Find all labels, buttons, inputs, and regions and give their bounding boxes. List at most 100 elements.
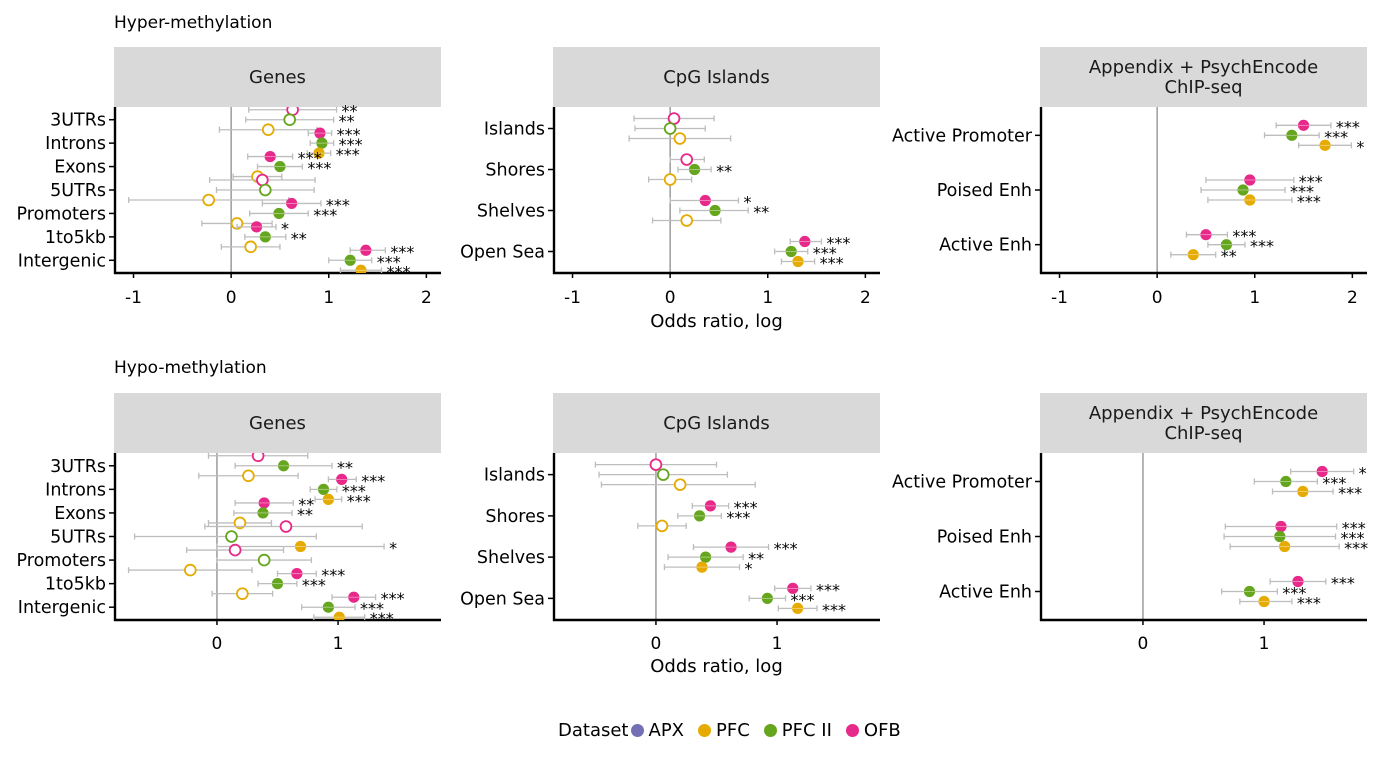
significance-label: *** <box>820 254 844 273</box>
marks-hyper-methylation-panel-3 <box>1170 119 1353 261</box>
point-pfc-exons <box>233 516 247 530</box>
legend-swatch-apx <box>630 723 644 737</box>
significance-label: ** <box>339 112 355 131</box>
y-tick-label-3utrs: 3UTRs <box>50 111 106 131</box>
point-pfc-ii-islands <box>656 468 670 481</box>
significance-label: * <box>745 559 753 578</box>
point-ofb-3utrs <box>251 453 265 463</box>
significance-label: *** <box>1290 182 1314 201</box>
significance-label: * <box>743 193 751 212</box>
legend-label-pfc: PFC <box>716 719 750 741</box>
x-tick-label: -1 <box>125 288 142 308</box>
significance-label: ** <box>753 203 769 222</box>
point-pfc-3utrs <box>261 123 275 137</box>
strip-hypo-methylation-panel-1 <box>114 393 441 453</box>
point-pfc-3utrs <box>242 469 255 483</box>
significance-label: *** <box>813 244 837 263</box>
significance-label: ** <box>342 102 358 121</box>
significance-label: ** <box>748 549 764 568</box>
significance-label: *** <box>307 159 331 178</box>
y-tick-label-shores: Shores <box>485 161 545 181</box>
point-pfc-ii-5utrs <box>258 183 272 197</box>
point-pfc-intergenic <box>355 264 367 273</box>
x-tick-label: 1 <box>772 634 783 654</box>
significance-label: *** <box>1342 519 1366 538</box>
point-pfc-ii-5utrs <box>225 530 238 543</box>
point-ofb-5utrs <box>279 520 293 533</box>
significance-label: * <box>1356 137 1364 156</box>
marks-hyper-methylation-panel-2 <box>628 112 823 268</box>
point-pfc-promoters <box>184 563 197 577</box>
significance-label: *** <box>1250 237 1274 256</box>
strip-hyper-methylation-panel-1 <box>114 47 441 107</box>
point-pfc-5utrs <box>202 193 215 207</box>
strip-label: ChIP-seq <box>1164 77 1242 98</box>
y-tick-label-5utrs: 5UTRs <box>50 181 106 201</box>
strip-label: ChIP-seq <box>1164 423 1242 444</box>
significance-label: ** <box>1221 247 1237 266</box>
panel-hypo-methylation-panel-1: Genes 3UTRs Introns Exons 5UTRs Promoters 1to5… <box>17 393 441 654</box>
x-tick-label: 0 <box>1138 634 1149 654</box>
legend-label-pfc-ii: PFC II <box>781 719 832 741</box>
significance-label: *** <box>726 508 750 527</box>
legend-title: Dataset <box>558 719 629 741</box>
legend-item-ofb: OFB <box>845 720 901 741</box>
significance-label: * <box>389 539 397 558</box>
panel-hyper-methylation-panel-1: Genes 3UTRs Introns Exons 5UTRs Promoters 1to5… <box>17 47 441 308</box>
y-tick-label-exons: Exons <box>54 158 106 178</box>
y-tick-label-active-enh: Active Enh <box>939 236 1032 256</box>
x-tick-label: 0 <box>651 634 662 654</box>
point-ofb-promoters <box>228 543 242 557</box>
legend-item-apx: APX <box>630 719 685 741</box>
strip-label: Appendix + PsychEncode <box>1089 57 1318 78</box>
strip-label: Appendix + PsychEncode <box>1089 403 1318 424</box>
y-tick-label-active-enh: Active Enh <box>939 583 1032 603</box>
legend-label-apx: APX <box>648 719 685 741</box>
y-tick-label-shores: Shores <box>485 507 545 527</box>
legend-swatch-pfc <box>698 723 711 737</box>
strip-label: Genes <box>249 67 306 88</box>
point-pfc-ii-3utrs <box>283 113 297 127</box>
x-tick-label: 0 <box>212 634 223 654</box>
panel-hyper-methylation-panel-2: CpG Islands Islands Shores Shelves Open Sea -… <box>460 47 880 332</box>
significance-label: *** <box>377 252 401 271</box>
point-pfc-islands <box>673 132 687 145</box>
significance-label: *** <box>339 135 363 154</box>
x-tick-label: 0 <box>226 288 237 308</box>
x-tick-label: 0 <box>665 288 676 308</box>
strip-hyper-methylation-panel-3 <box>1040 47 1367 107</box>
marks-hyper-methylation-panel-1 <box>127 107 387 273</box>
significance-label: *** <box>313 205 337 224</box>
significance-label: ** <box>298 495 314 514</box>
strip-label: Genes <box>249 413 306 434</box>
significance-label: *** <box>734 498 758 517</box>
significance-label: *** <box>1344 539 1368 558</box>
y-tick-label-shelves: Shelves <box>477 202 545 222</box>
x-tick-label: 1 <box>323 288 334 308</box>
significance-label: *** <box>791 590 815 609</box>
y-tick-label-active-promoter: Active Promoter <box>892 126 1033 146</box>
legend-swatch-ofb <box>845 723 859 737</box>
marks-hypo-methylation-panel-3 <box>1221 465 1355 608</box>
point-pfc-intergenic <box>333 611 345 620</box>
y-tick-label-islands: Islands <box>484 120 545 140</box>
significance-label: *** <box>326 195 350 214</box>
x-tick-label: 2 <box>860 288 871 308</box>
significance-label: *** <box>1324 127 1348 146</box>
significance-label: *** <box>298 149 322 168</box>
y-tick-label-introns: Introns <box>45 480 106 500</box>
x-tick-label: -1 <box>1051 288 1068 308</box>
y-tick-label-open-sea: Open Sea <box>460 589 545 609</box>
significance-label: * <box>1359 464 1367 483</box>
x-tick-label: -1 <box>564 288 581 308</box>
y-tick-label-introns: Introns <box>45 134 106 154</box>
point-ofb-shores <box>680 153 694 166</box>
strip-label: CpG Islands <box>663 67 770 88</box>
y-tick-label-intergenic: Intergenic <box>18 251 106 271</box>
significance-label: ** <box>337 458 353 477</box>
significance-label: *** <box>390 242 414 261</box>
point-pfc-ii-promoters <box>257 553 271 567</box>
x-tick-label: 1 <box>333 634 344 654</box>
